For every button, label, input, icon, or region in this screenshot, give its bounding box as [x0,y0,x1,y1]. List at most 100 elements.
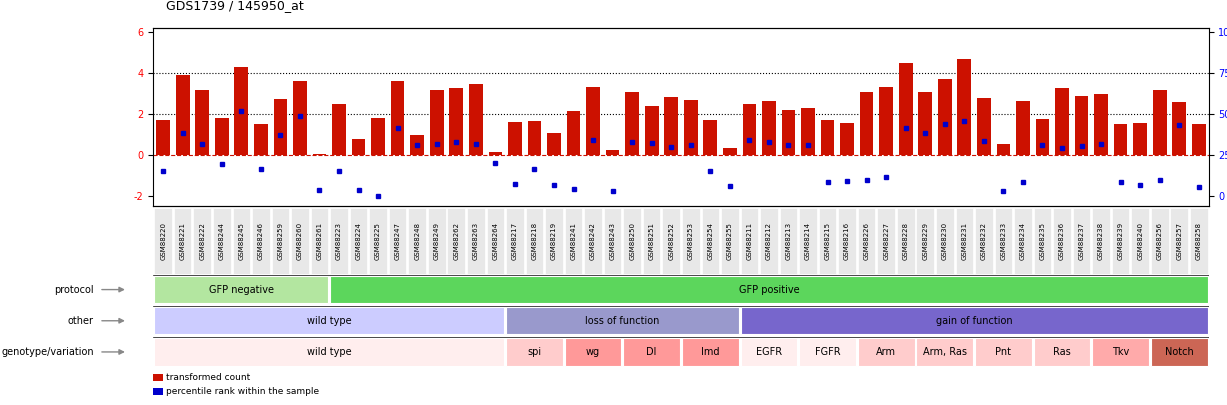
Bar [977,98,990,155]
FancyBboxPatch shape [271,207,290,274]
Bar [352,139,366,155]
Text: loss of function: loss of function [585,316,660,326]
Bar [153,374,163,381]
Bar [801,108,815,155]
FancyBboxPatch shape [936,207,953,274]
Bar [606,150,620,155]
Text: other: other [67,316,93,326]
FancyBboxPatch shape [369,207,387,274]
Text: percentile rank within the sample: percentile rank within the sample [167,387,319,396]
FancyBboxPatch shape [155,307,504,335]
FancyBboxPatch shape [1151,207,1168,274]
FancyBboxPatch shape [858,207,875,274]
Bar [899,63,913,155]
FancyBboxPatch shape [721,207,739,274]
FancyBboxPatch shape [1151,338,1207,366]
Text: GSM88213: GSM88213 [785,222,791,260]
FancyBboxPatch shape [252,207,270,274]
Bar [782,110,795,155]
Text: GSM88211: GSM88211 [746,222,752,260]
FancyBboxPatch shape [917,338,973,366]
Bar [918,92,933,155]
Bar [372,118,385,155]
FancyBboxPatch shape [975,207,993,274]
Text: Tkv: Tkv [1112,347,1129,357]
Text: GSM88225: GSM88225 [375,222,382,260]
Text: GSM88262: GSM88262 [453,222,459,260]
FancyBboxPatch shape [917,207,934,274]
FancyBboxPatch shape [799,207,817,274]
Text: GSM88218: GSM88218 [531,222,537,260]
Bar [313,154,326,155]
FancyBboxPatch shape [682,338,739,366]
FancyBboxPatch shape [682,207,699,274]
Text: GSM88242: GSM88242 [590,222,596,260]
Text: GSM88255: GSM88255 [726,222,733,260]
FancyBboxPatch shape [995,207,1012,274]
Text: GSM88215: GSM88215 [825,222,831,260]
Bar [1055,87,1069,155]
FancyBboxPatch shape [350,207,367,274]
Bar [488,152,502,155]
Bar [821,120,834,155]
Bar [429,90,444,155]
FancyBboxPatch shape [741,207,758,274]
Text: wild type: wild type [307,316,352,326]
FancyBboxPatch shape [545,207,563,274]
Bar [449,87,463,155]
Bar [1134,124,1147,155]
Text: GSM88244: GSM88244 [218,222,225,260]
FancyBboxPatch shape [1171,207,1188,274]
Text: Pnt: Pnt [995,347,1011,357]
Text: GSM88228: GSM88228 [903,222,909,260]
Text: GSM88234: GSM88234 [1020,222,1026,260]
FancyBboxPatch shape [564,207,583,274]
FancyBboxPatch shape [1092,207,1110,274]
Bar [957,59,971,155]
FancyBboxPatch shape [623,207,640,274]
Bar [664,97,679,155]
Bar [762,101,775,155]
FancyBboxPatch shape [409,207,426,274]
Bar [1075,96,1088,155]
FancyBboxPatch shape [897,207,914,274]
Text: GSM88219: GSM88219 [551,222,557,260]
Bar [156,120,171,155]
Text: Notch: Notch [1164,347,1194,357]
FancyBboxPatch shape [1033,338,1091,366]
Bar [469,83,482,155]
Bar [937,79,952,155]
FancyBboxPatch shape [448,207,465,274]
FancyBboxPatch shape [702,207,719,274]
Text: GSM88238: GSM88238 [1098,222,1104,260]
FancyBboxPatch shape [1112,207,1129,274]
FancyBboxPatch shape [779,207,798,274]
Text: GSM88245: GSM88245 [238,222,244,260]
Bar [880,87,893,155]
Text: EGFR: EGFR [756,347,782,357]
Bar [996,144,1010,155]
Bar [1153,90,1167,155]
FancyBboxPatch shape [1190,207,1207,274]
FancyBboxPatch shape [1053,207,1071,274]
FancyBboxPatch shape [330,207,347,274]
FancyBboxPatch shape [1072,207,1091,274]
Text: GSM88231: GSM88231 [961,222,967,260]
Text: GSM88236: GSM88236 [1059,222,1065,260]
FancyBboxPatch shape [858,338,914,366]
Bar [1016,101,1029,155]
FancyBboxPatch shape [741,338,798,366]
Text: GSM88232: GSM88232 [980,222,987,260]
FancyBboxPatch shape [1092,338,1148,366]
Bar [840,124,854,155]
Bar [1036,119,1049,155]
FancyBboxPatch shape [194,207,211,274]
FancyBboxPatch shape [818,207,837,274]
Text: GSM88229: GSM88229 [923,222,929,260]
FancyBboxPatch shape [310,207,329,274]
Text: GSM88239: GSM88239 [1118,222,1124,260]
Text: GSM88261: GSM88261 [317,222,323,260]
Text: GSM88233: GSM88233 [1000,222,1006,260]
Bar [683,100,698,155]
Bar [1191,124,1206,155]
